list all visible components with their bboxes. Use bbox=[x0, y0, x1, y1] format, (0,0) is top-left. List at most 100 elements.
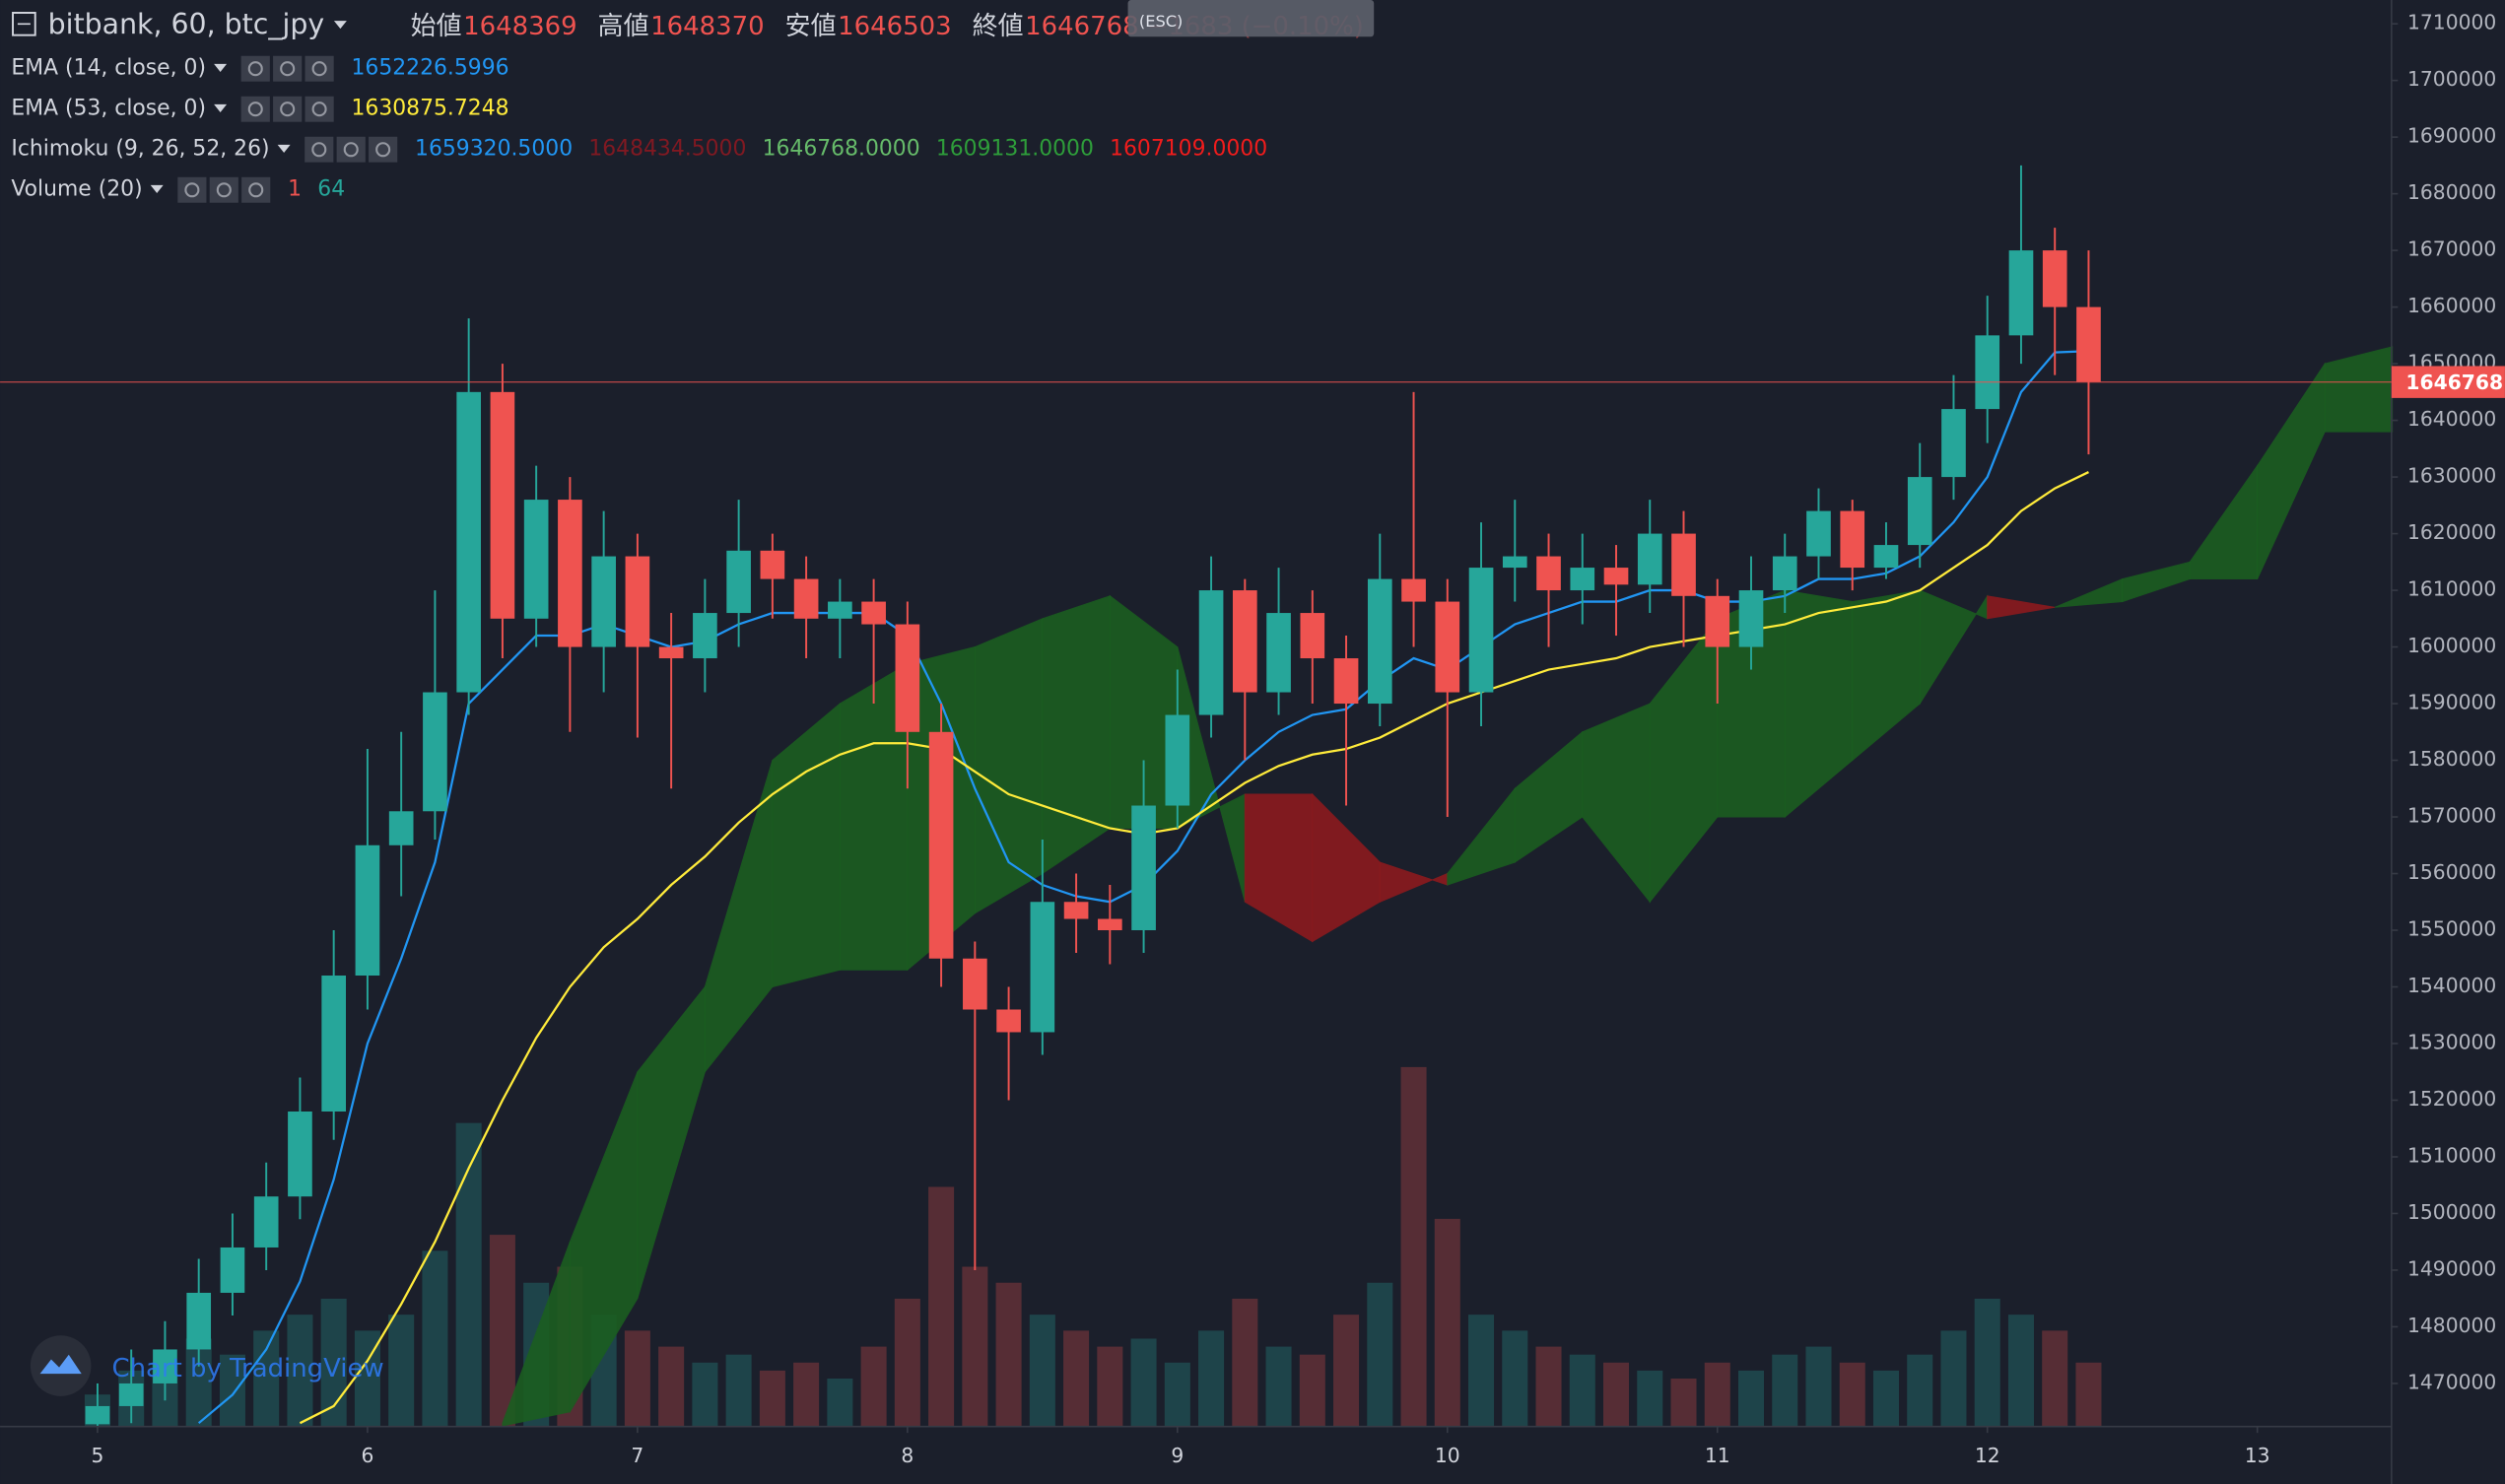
candle-body bbox=[1873, 545, 1899, 569]
indicator-remove-button[interactable] bbox=[369, 136, 398, 163]
ohlc-value: 1646503 bbox=[838, 12, 951, 41]
volume-bar bbox=[1299, 1354, 1325, 1427]
volume-bar bbox=[2042, 1330, 2068, 1427]
indicator-remove-button[interactable] bbox=[241, 176, 271, 203]
volume-bar bbox=[489, 1235, 515, 1427]
cloud-layer bbox=[502, 346, 2394, 1427]
ohlc-value: 1646768 bbox=[1025, 12, 1138, 41]
indicator-eye-button[interactable] bbox=[177, 176, 207, 203]
volume-bar bbox=[1535, 1346, 1562, 1427]
indicator-eye-button[interactable] bbox=[305, 136, 334, 163]
candle-body bbox=[1232, 590, 1257, 693]
x-tick-label: 9 bbox=[1171, 1444, 1184, 1467]
candle-body bbox=[456, 391, 481, 693]
y-tick-label: 1570000 bbox=[2407, 804, 2496, 828]
hint-overlay bbox=[1127, 0, 1375, 37]
indicator-dropdown[interactable] bbox=[214, 63, 228, 72]
indicator-eye-icon bbox=[247, 61, 263, 77]
candle-body bbox=[118, 1383, 144, 1406]
volume-bar bbox=[1737, 1370, 1765, 1427]
indicator-label: EMA (14, close, 0) bbox=[11, 56, 206, 81]
indicator-settings-button[interactable] bbox=[273, 96, 303, 122]
candle-body bbox=[760, 550, 785, 579]
candle-body bbox=[423, 692, 447, 812]
volume-bar bbox=[1198, 1330, 1225, 1427]
y-tick-label: 1560000 bbox=[2407, 860, 2496, 884]
y-tick-label: 1480000 bbox=[2407, 1314, 2496, 1337]
esc-hint: (ESC) bbox=[1139, 12, 1183, 31]
volume-bar bbox=[2007, 1315, 2034, 1427]
cloud-segment bbox=[2324, 346, 2394, 433]
candle-body bbox=[388, 811, 414, 845]
candle-body bbox=[996, 1009, 1021, 1033]
indicator-dropdown[interactable] bbox=[214, 103, 228, 112]
candle-body bbox=[928, 731, 954, 959]
indicator-value: 1630875.7248 bbox=[352, 97, 509, 121]
y-tick-label: 1670000 bbox=[2407, 237, 2496, 261]
y-tick-label: 1580000 bbox=[2407, 747, 2496, 771]
symbol-dropdown[interactable] bbox=[333, 21, 347, 30]
volume-bar bbox=[1367, 1282, 1393, 1427]
candle-body bbox=[1098, 918, 1122, 931]
volume-bar bbox=[219, 1354, 245, 1427]
watermark-text: Chart by TradingView bbox=[112, 1354, 384, 1383]
indicator-settings-button[interactable] bbox=[273, 55, 303, 82]
indicator-eye-button[interactable] bbox=[240, 55, 270, 82]
volume-bar bbox=[1502, 1330, 1528, 1427]
candle-body bbox=[1637, 533, 1662, 585]
indicator-settings-icon bbox=[216, 182, 232, 198]
candle-body bbox=[1603, 568, 1629, 585]
volume-bar bbox=[1400, 1066, 1427, 1427]
candle-body bbox=[1907, 477, 1932, 546]
indicator-remove-icon bbox=[248, 182, 264, 198]
candle-body bbox=[828, 601, 852, 619]
indicator-dropdown[interactable] bbox=[277, 144, 291, 153]
indicator-eye-button[interactable] bbox=[240, 96, 270, 122]
candle-body bbox=[1165, 714, 1190, 806]
y-tick-label: 1490000 bbox=[2407, 1256, 2496, 1280]
y-tick-label: 1640000 bbox=[2407, 407, 2496, 431]
volume-bar bbox=[1974, 1298, 2000, 1427]
indicator-remove-icon bbox=[311, 101, 327, 117]
candle-body bbox=[1367, 578, 1392, 705]
candle-body bbox=[1300, 613, 1325, 659]
indicator-value: 1607109.0000 bbox=[1110, 137, 1267, 162]
y-tick-label: 1610000 bbox=[2407, 577, 2496, 601]
candle-body bbox=[1806, 510, 1831, 557]
volume-bar bbox=[995, 1282, 1022, 1427]
candle-body bbox=[1671, 533, 1696, 596]
indicator-settings-icon bbox=[280, 61, 296, 77]
indicator-settings-button[interactable] bbox=[209, 176, 238, 203]
indicator-settings-button[interactable] bbox=[336, 136, 366, 163]
candle-body bbox=[321, 976, 347, 1112]
volume-bar bbox=[1130, 1338, 1157, 1427]
cloud-segment bbox=[1042, 595, 1111, 875]
indicator-value: 1659320.5000 bbox=[415, 137, 573, 162]
candle-body bbox=[963, 958, 987, 1010]
candle-body bbox=[625, 556, 650, 647]
indicator-settings-icon bbox=[280, 101, 296, 117]
indicator-label: Volume (20) bbox=[11, 177, 142, 202]
candle-body bbox=[1131, 805, 1156, 931]
indicator-dropdown[interactable] bbox=[150, 184, 164, 193]
candle-body bbox=[861, 601, 886, 625]
volume-bar bbox=[1907, 1354, 1933, 1427]
cloud-segment bbox=[974, 618, 1044, 914]
y-tick-label: 1660000 bbox=[2407, 294, 2496, 317]
indicator-remove-button[interactable] bbox=[305, 96, 334, 122]
volume-bar bbox=[1569, 1354, 1595, 1427]
candle-body bbox=[1705, 595, 1730, 647]
ohlc-value: 1648370 bbox=[650, 12, 764, 41]
volume-bar bbox=[388, 1315, 415, 1427]
candle-body bbox=[2008, 250, 2034, 336]
candle-body bbox=[1840, 510, 1865, 569]
y-tick-label: 1680000 bbox=[2407, 180, 2496, 204]
candle-body bbox=[558, 500, 582, 647]
volume-bar bbox=[1772, 1354, 1798, 1427]
volume-bar bbox=[1029, 1315, 1055, 1427]
collapse-icon[interactable] bbox=[12, 11, 36, 36]
volume-bar bbox=[1333, 1315, 1360, 1427]
indicator-remove-button[interactable] bbox=[305, 55, 334, 82]
volume-bar bbox=[1839, 1362, 1865, 1427]
